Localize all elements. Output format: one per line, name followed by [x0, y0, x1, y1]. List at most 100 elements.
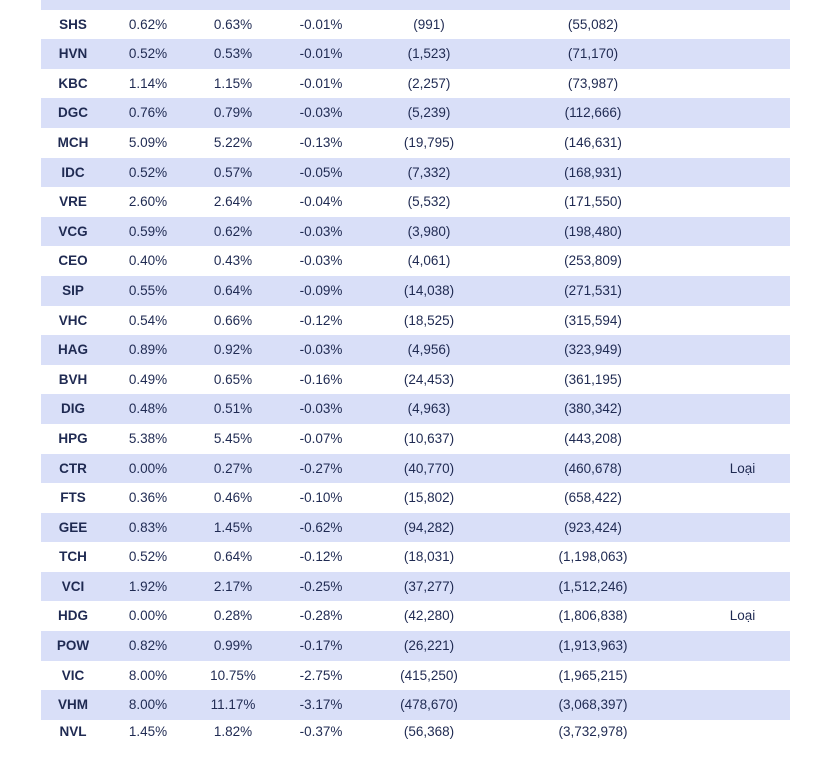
- value-cell: 0.64%: [213, 549, 253, 565]
- value-cell: (94,282): [403, 519, 455, 535]
- value-cell: (15,802): [403, 490, 455, 506]
- value-cell: (1,806,838): [558, 608, 628, 624]
- table-row: MCH 5.09% 5.22% -0.13% (19,795) (146,631): [41, 128, 790, 158]
- data-table: SHS 0.62% 0.63% -0.01% (991) (55,082) HVN 0.52%…: [41, 0, 790, 744]
- value-cell: (24,453): [403, 371, 455, 387]
- value-cell: -0.62%: [299, 519, 343, 535]
- value-cell: (658,422): [564, 490, 622, 506]
- value-cell: -0.05%: [299, 164, 343, 180]
- value-cell: -0.10%: [299, 490, 343, 506]
- ticker-cell: HPG: [58, 430, 88, 446]
- value-cell: -0.13%: [299, 134, 343, 150]
- value-cell: 5.22%: [213, 134, 253, 150]
- note-cell: [695, 572, 790, 602]
- value-cell: (3,980): [407, 223, 451, 239]
- value-cell: (478,670): [400, 697, 458, 713]
- ticker-cell: HAG: [58, 342, 88, 358]
- value-cell: -0.01%: [299, 16, 343, 32]
- value-cell: 0.79%: [213, 105, 253, 121]
- value-cell: [105, 0, 191, 10]
- value-cell: 2.60%: [128, 194, 168, 210]
- table-row: BVH 0.49% 0.65% -0.16% (24,453) (361,195): [41, 365, 790, 395]
- ticker-cell: HDG: [58, 608, 88, 624]
- note-cell: [695, 128, 790, 158]
- note-cell: [695, 424, 790, 454]
- value-cell: (146,631): [564, 134, 622, 150]
- ticker-cell: NVL: [59, 723, 87, 739]
- value-cell: 0.55%: [128, 282, 168, 298]
- note-cell: Loại: [729, 460, 756, 476]
- value-cell: [191, 0, 275, 10]
- value-cell: -0.03%: [299, 342, 343, 358]
- value-cell: (1,965,215): [558, 667, 628, 683]
- value-cell: -0.37%: [299, 723, 343, 739]
- value-cell: 0.66%: [213, 312, 253, 328]
- ticker-cell: VIC: [61, 667, 85, 683]
- value-cell: 0.00%: [128, 608, 168, 624]
- note-cell: [695, 10, 790, 40]
- value-cell: [367, 0, 491, 10]
- value-cell: (7,332): [407, 164, 451, 180]
- value-cell: [275, 0, 367, 10]
- value-cell: 10.75%: [210, 667, 256, 683]
- value-cell: (1,198,063): [558, 549, 628, 565]
- value-cell: 0.53%: [213, 46, 253, 62]
- value-cell: [491, 0, 695, 10]
- ticker-cell: VHC: [58, 312, 88, 328]
- value-cell: 0.54%: [128, 312, 168, 328]
- table-row: CTR 0.00% 0.27% -0.27% (40,770) (460,678) Loại: [41, 453, 790, 484]
- value-cell: -3.17%: [299, 697, 343, 713]
- value-cell: (315,594): [564, 312, 622, 328]
- note-cell: [695, 0, 790, 10]
- value-cell: -0.27%: [299, 460, 343, 476]
- table-row: DIG 0.48% 0.51% -0.03% (4,963) (380,342): [41, 394, 790, 424]
- value-cell: 0.27%: [213, 460, 253, 476]
- note-cell: [695, 661, 790, 691]
- value-cell: 0.52%: [128, 164, 168, 180]
- ticker-cell: CEO: [58, 253, 88, 269]
- value-cell: 0.82%: [128, 638, 168, 654]
- value-cell: 0.28%: [213, 608, 253, 624]
- table-row: SHS 0.62% 0.63% -0.01% (991) (55,082): [41, 10, 790, 40]
- value-cell: 8.00%: [128, 667, 168, 683]
- table-row: HAG 0.89% 0.92% -0.03% (4,956) (323,949): [41, 335, 790, 365]
- value-cell: (460,678): [564, 460, 622, 476]
- value-cell: 0.36%: [128, 490, 168, 506]
- value-cell: -0.17%: [299, 638, 343, 654]
- note-cell: [695, 365, 790, 395]
- table-row: GEE 0.83% 1.45% -0.62% (94,282) (923,424): [41, 512, 790, 543]
- value-cell: (26,221): [403, 638, 455, 654]
- ticker-cell: [41, 0, 105, 10]
- value-cell: -0.01%: [299, 46, 343, 62]
- value-cell: 0.52%: [128, 549, 168, 565]
- value-cell: -0.25%: [299, 578, 343, 594]
- ticker-cell: DIG: [60, 401, 85, 417]
- ticker-cell: HVN: [58, 46, 88, 62]
- table-row: VRE 2.60% 2.64% -0.04% (5,532) (171,550): [41, 187, 790, 217]
- value-cell: -0.04%: [299, 194, 343, 210]
- value-cell: (5,239): [407, 105, 451, 121]
- table-row: HDG 0.00% 0.28% -0.28% (42,280) (1,806,838) Lo…: [41, 601, 790, 631]
- table-row: TCH 0.52% 0.64% -0.12% (18,031) (1,198,063): [41, 542, 790, 572]
- ticker-cell: TCH: [59, 549, 87, 565]
- value-cell: -0.09%: [299, 282, 343, 298]
- value-cell: 0.63%: [213, 16, 253, 32]
- value-cell: (18,525): [403, 312, 455, 328]
- value-cell: -0.12%: [299, 312, 343, 328]
- value-cell: (923,424): [564, 519, 622, 535]
- note-cell: [695, 39, 790, 69]
- value-cell: (3,732,978): [558, 723, 628, 739]
- note-cell: [695, 276, 790, 306]
- ticker-cell: BVH: [58, 371, 88, 387]
- value-cell: 0.40%: [128, 253, 168, 269]
- ticker-cell: GEE: [58, 519, 88, 535]
- table-row: HVN 0.52% 0.53% -0.01% (1,523) (71,170): [41, 39, 790, 69]
- value-cell: (55,082): [567, 16, 619, 32]
- value-cell: -0.28%: [299, 608, 343, 624]
- value-cell: (56,368): [403, 723, 455, 739]
- value-cell: 5.38%: [128, 430, 168, 446]
- value-cell: (443,208): [564, 430, 622, 446]
- value-cell: (5,532): [407, 194, 451, 210]
- value-cell: -0.07%: [299, 430, 343, 446]
- note-cell: [695, 542, 790, 572]
